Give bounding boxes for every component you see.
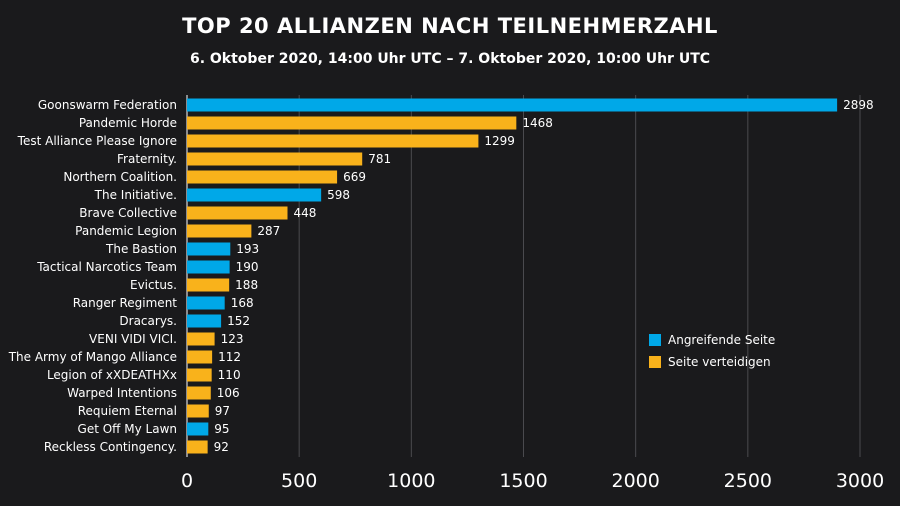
value-label: 1468: [522, 116, 553, 130]
x-tick-label: 500: [281, 470, 317, 492]
bar: [187, 404, 209, 418]
bar: [187, 242, 231, 256]
category-label: Test Alliance Please Ignore: [17, 134, 177, 148]
category-label: Warped Intentions: [67, 386, 177, 400]
value-label: 92: [214, 440, 229, 454]
bar: [187, 116, 517, 130]
value-label: 123: [221, 332, 244, 346]
value-label: 669: [343, 170, 366, 184]
value-label: 168: [231, 296, 254, 310]
x-tick-label: 1500: [499, 470, 547, 492]
value-label: 287: [257, 224, 280, 238]
bar: [187, 422, 209, 436]
legend-swatch: [649, 334, 661, 346]
value-label: 448: [294, 206, 317, 220]
bar: [187, 188, 322, 202]
category-label: Get Off My Lawn: [78, 422, 177, 436]
category-label: Tactical Narcotics Team: [36, 260, 177, 274]
x-tick-label: 2000: [611, 470, 659, 492]
bar: [187, 440, 208, 454]
value-label: 598: [327, 188, 350, 202]
value-label: 95: [214, 422, 229, 436]
category-label: Pandemic Legion: [75, 224, 177, 238]
category-label: Evictus.: [130, 278, 177, 292]
value-label: 1299: [484, 134, 515, 148]
x-tick-label: 3000: [836, 470, 884, 492]
bar: [187, 152, 363, 166]
x-tick-label: 1000: [387, 470, 435, 492]
value-label: 781: [368, 152, 391, 166]
category-label: The Bastion: [105, 242, 177, 256]
bar: [187, 224, 252, 238]
category-label: Dracarys.: [119, 314, 177, 328]
chart-title: TOP 20 ALLIANZEN NACH TEILNEHMERZAHL: [182, 14, 718, 38]
value-label: 106: [217, 386, 240, 400]
bar: [187, 260, 230, 274]
category-label: Goonswarm Federation: [38, 98, 177, 112]
category-label: Requiem Eternal: [78, 404, 177, 418]
category-label: The Army of Mango Alliance: [8, 350, 177, 364]
category-label: Fraternity.: [117, 152, 177, 166]
bar: [187, 314, 222, 328]
category-label: Legion of xXDEATHXx: [47, 368, 177, 382]
chart-subtitle: 6. Oktober 2020, 14:00 Uhr UTC – 7. Okto…: [189, 51, 711, 67]
value-label: 97: [215, 404, 230, 418]
bar: [187, 368, 212, 382]
value-label: 2898: [843, 98, 874, 112]
bar: [187, 296, 225, 310]
category-label: Northern Coalition.: [63, 170, 177, 184]
bar: [187, 332, 215, 346]
category-label: VENI VIDI VICI.: [89, 332, 177, 346]
x-tick-label: 2500: [724, 470, 772, 492]
category-label: The Initiative.: [94, 188, 177, 202]
bar: [187, 350, 213, 364]
value-label: 190: [236, 260, 259, 274]
bar: [187, 386, 211, 400]
value-label: 112: [218, 350, 241, 364]
value-label: 193: [236, 242, 259, 256]
legend-label: Angreifende Seite: [668, 333, 775, 347]
bar: [187, 134, 479, 148]
bar: [187, 278, 230, 292]
bar: [187, 206, 288, 220]
value-label: 188: [235, 278, 258, 292]
x-tick-label: 0: [181, 470, 193, 492]
value-label: 110: [218, 368, 241, 382]
value-label: 152: [227, 314, 250, 328]
category-label: Reckless Contingency.: [44, 440, 177, 454]
category-label: Pandemic Horde: [79, 116, 177, 130]
bar: [187, 98, 838, 112]
legend-swatch: [649, 356, 661, 368]
category-label: Ranger Regiment: [73, 296, 178, 310]
legend-label: Seite verteidigen: [668, 355, 771, 369]
category-label: Brave Collective: [79, 206, 177, 220]
bar: [187, 170, 338, 184]
